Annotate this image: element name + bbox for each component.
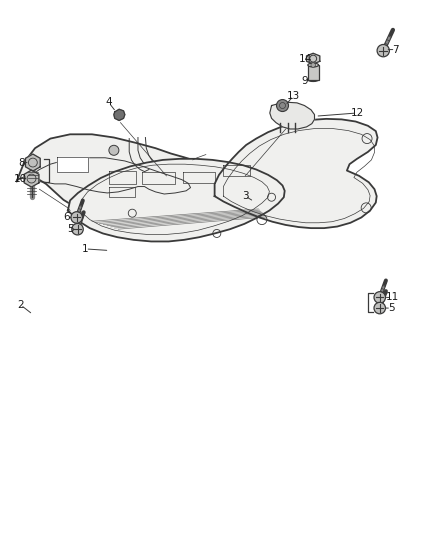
Polygon shape [25,154,40,171]
Circle shape [109,146,119,155]
Polygon shape [114,109,125,120]
Text: 12: 12 [350,108,364,118]
Text: 2: 2 [17,300,24,310]
Text: 13: 13 [287,91,300,101]
Ellipse shape [308,63,318,67]
Text: 1: 1 [82,244,89,254]
Text: 6: 6 [63,213,70,222]
Circle shape [374,292,385,303]
Circle shape [72,223,83,235]
Text: 11: 11 [385,293,399,302]
Polygon shape [57,157,88,172]
Circle shape [377,44,389,57]
Polygon shape [215,119,378,228]
Text: 5: 5 [388,303,395,313]
Circle shape [71,212,82,223]
Text: 8: 8 [18,158,25,167]
Polygon shape [24,170,39,187]
Polygon shape [68,159,285,241]
Polygon shape [17,134,208,213]
Polygon shape [270,102,314,129]
Polygon shape [307,53,320,64]
Text: 10: 10 [14,174,27,183]
Circle shape [374,302,385,314]
Text: 3: 3 [242,191,249,201]
Circle shape [311,63,315,67]
Text: 5: 5 [67,224,74,234]
Circle shape [276,100,289,111]
Text: 7: 7 [392,45,399,54]
Text: 14: 14 [299,54,312,63]
Ellipse shape [308,78,318,82]
Text: 9: 9 [301,76,308,86]
Bar [308,65,318,79]
Text: 4: 4 [105,98,112,107]
